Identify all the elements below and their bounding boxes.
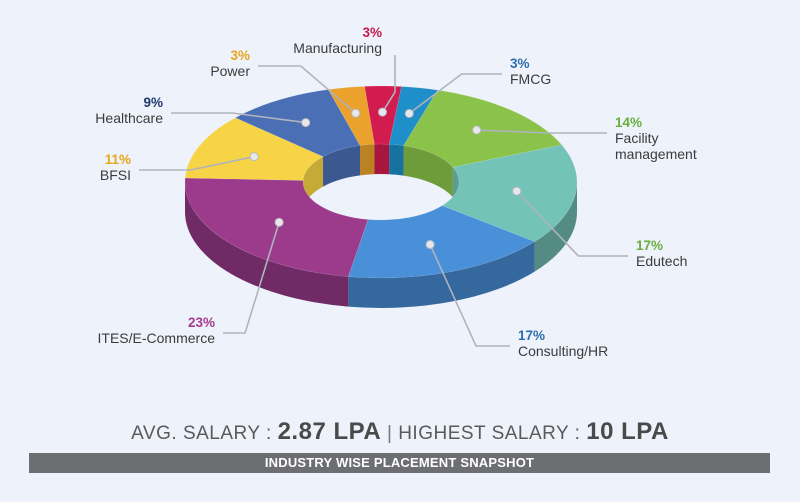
- leader-dot: [472, 125, 482, 135]
- leader-dot: [249, 152, 259, 162]
- donut-chart: 3%FMCG14%Facilitymanagement17%Edutech17%…: [95, 25, 697, 359]
- leader-dot: [404, 108, 414, 118]
- leader-line: [139, 155, 255, 171]
- slice-power: [327, 86, 375, 146]
- slice-inner-wall: [374, 143, 390, 175]
- slice-ites-e-commerce: [184, 177, 369, 277]
- leader-line: [429, 244, 510, 347]
- leader-line: [381, 55, 396, 113]
- slice-outer-wall: [185, 182, 349, 307]
- slice-percent-label: 14%: [615, 115, 642, 130]
- slice-percent-label: 17%: [518, 328, 545, 343]
- slice-category-label: Healthcare: [95, 110, 163, 126]
- highest-salary-label: HIGHEST SALARY :: [398, 423, 581, 444]
- slice-category-label: management: [615, 146, 697, 162]
- slice-edutech: [441, 144, 578, 242]
- slice-category-label: ITES/E-Commerce: [98, 330, 216, 346]
- slice-percent-label: 3%: [230, 48, 250, 63]
- slice-inner-wall: [360, 144, 375, 176]
- donut-labels: 3%FMCG14%Facilitymanagement17%Edutech17%…: [95, 25, 697, 359]
- slice-bfsi: [184, 117, 324, 181]
- slice-category-label: Consulting/HR: [518, 343, 608, 359]
- slice-percent-label: 9%: [143, 95, 163, 110]
- slice-facility-management: [403, 89, 563, 168]
- slice-percent-label: 3%: [510, 56, 530, 71]
- slice-category-label: BFSI: [100, 167, 131, 183]
- slice-inner-wall: [323, 145, 361, 187]
- salary-summary: AVG. SALARY : 2.87 LPA | HIGHEST SALARY …: [0, 418, 800, 446]
- slice-outer-wall: [534, 182, 577, 272]
- leader-line: [476, 129, 607, 134]
- leader-dot: [274, 217, 284, 227]
- leader-dot: [512, 186, 522, 196]
- slice-percent-label: 3%: [362, 25, 382, 40]
- avg-salary-label: AVG. SALARY :: [131, 423, 272, 444]
- slice-consulting-hr: [347, 205, 536, 279]
- slice-inner-wall: [389, 144, 404, 176]
- leader-line: [171, 112, 306, 124]
- avg-salary-value: 2.87 LPA: [277, 418, 382, 445]
- leader-line: [258, 65, 357, 114]
- leader-dot: [351, 108, 361, 118]
- highest-salary-value: 10 LPA: [586, 418, 669, 445]
- leader-dot: [377, 107, 387, 117]
- slice-category-label: Manufacturing: [293, 40, 382, 56]
- slice-percent-label: 17%: [636, 238, 663, 253]
- footer-title: INDUSTRY WISE PLACEMENT SNAPSHOT: [29, 453, 770, 473]
- slice-category-label: Power: [210, 63, 250, 79]
- leader-dot: [425, 240, 435, 250]
- salary-separator: |: [386, 423, 393, 444]
- donut-sides: [185, 143, 577, 308]
- slice-outer-wall: [348, 241, 535, 308]
- slice-category-label: Edutech: [636, 253, 687, 269]
- slice-inner-wall: [403, 145, 453, 198]
- donut-top: [184, 85, 578, 279]
- leader-line: [516, 190, 628, 257]
- slice-category-label: FMCG: [510, 71, 551, 87]
- slice-percent-label: 11%: [105, 152, 131, 167]
- leader-line: [223, 222, 280, 334]
- slice-percent-label: 23%: [188, 315, 215, 330]
- slice-category-label: Facility: [615, 130, 659, 146]
- leader-dot: [301, 118, 311, 128]
- leader-line: [408, 73, 502, 115]
